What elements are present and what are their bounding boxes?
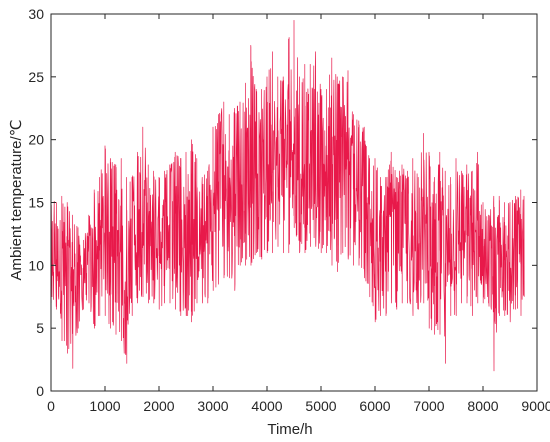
x-tick-label: 5000	[305, 398, 336, 414]
x-tick-label: 0	[47, 398, 55, 414]
x-axis-label: Time/h	[267, 421, 312, 438]
y-tick-label: 20	[28, 132, 44, 148]
x-tick-label: 1000	[89, 398, 120, 414]
y-axis-label: Ambient temperature/℃	[8, 119, 25, 280]
x-tick-label: 4000	[251, 398, 282, 414]
y-tick-label: 10	[28, 257, 44, 273]
y-axis: 0 5 10 15 20 25 30	[28, 6, 537, 399]
x-tick-label: 9000	[521, 398, 550, 414]
x-tick-label: 6000	[359, 398, 390, 414]
x-tick-label: 2000	[143, 398, 174, 414]
y-tick-label: 5	[36, 320, 44, 336]
series-line	[50, 19, 525, 372]
x-tick-label: 7000	[413, 398, 444, 414]
x-axis: 0 1000 2000 3000 4000 5000 6000 7000 8000 9000	[47, 14, 550, 414]
x-tick-label: 8000	[467, 398, 498, 414]
y-tick-label: 0	[36, 383, 44, 399]
y-tick-label: 30	[28, 6, 44, 22]
series-layer	[50, 19, 525, 372]
y-tick-label: 15	[28, 195, 44, 211]
x-tick-label: 3000	[197, 398, 228, 414]
y-tick-label: 25	[28, 69, 44, 85]
